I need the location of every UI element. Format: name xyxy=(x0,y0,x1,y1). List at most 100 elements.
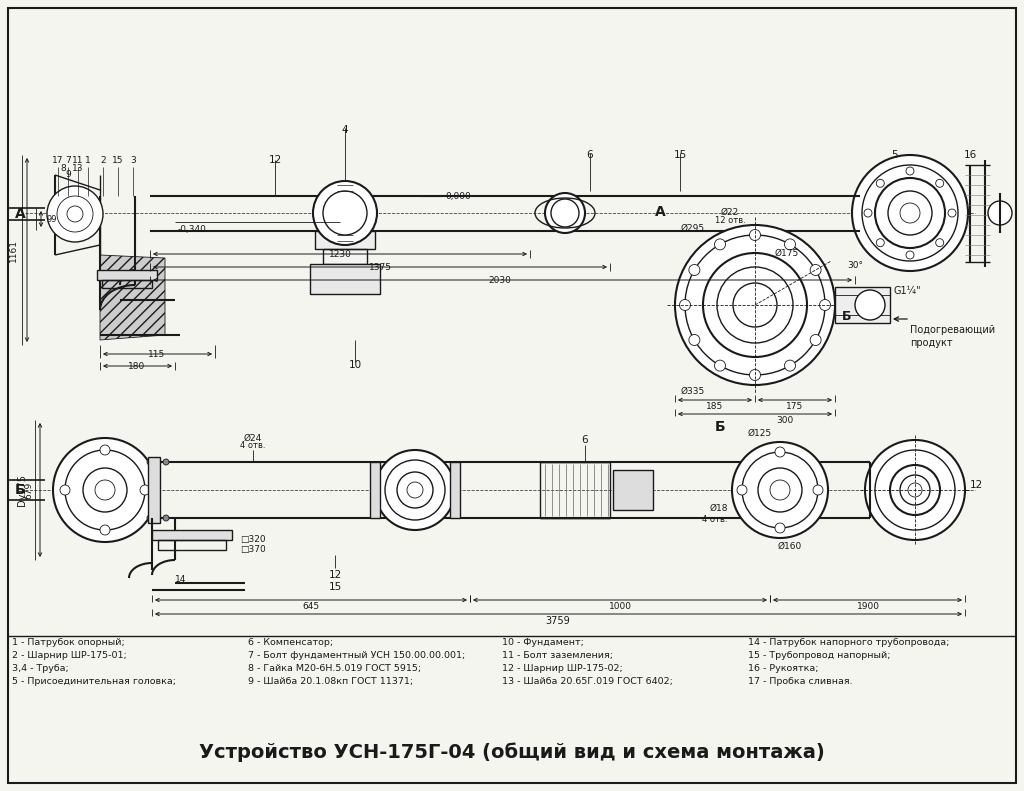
Text: 8: 8 xyxy=(60,164,66,173)
Circle shape xyxy=(819,300,830,311)
Circle shape xyxy=(675,225,835,385)
Text: G1¼": G1¼" xyxy=(893,286,921,296)
Bar xyxy=(148,457,160,523)
Text: 12: 12 xyxy=(329,570,342,580)
Text: 13: 13 xyxy=(73,164,84,173)
Text: 30°: 30° xyxy=(847,260,863,270)
Circle shape xyxy=(680,300,690,311)
Text: 4: 4 xyxy=(342,125,348,135)
Circle shape xyxy=(775,523,785,533)
Text: 2 - Шарнир ШР-175-01;: 2 - Шарнир ШР-175-01; xyxy=(12,651,127,660)
Text: Ø18: Ø18 xyxy=(710,504,728,513)
Text: 4 отв.: 4 отв. xyxy=(702,516,728,524)
Text: 6 - Компенсатор;: 6 - Компенсатор; xyxy=(248,638,333,647)
Text: 185: 185 xyxy=(707,402,724,411)
Text: 11: 11 xyxy=(73,156,84,165)
Text: 12: 12 xyxy=(268,155,282,165)
Text: Ø175: Ø175 xyxy=(775,248,800,258)
Text: 6: 6 xyxy=(582,435,589,445)
Circle shape xyxy=(689,264,699,275)
Text: Ø295: Ø295 xyxy=(681,224,706,233)
Text: 3: 3 xyxy=(130,156,136,165)
Text: 4 отв.: 4 отв. xyxy=(241,441,266,450)
Text: 1161: 1161 xyxy=(9,239,18,262)
Circle shape xyxy=(100,445,110,455)
Text: 115: 115 xyxy=(148,350,166,358)
Text: Б: Б xyxy=(715,420,725,434)
Text: 5 - Присоединительная головка;: 5 - Присоединительная головка; xyxy=(12,677,176,686)
Text: 15: 15 xyxy=(329,582,342,592)
Text: Б: Б xyxy=(842,310,852,323)
Text: 15: 15 xyxy=(113,156,124,165)
Circle shape xyxy=(737,485,746,495)
Bar xyxy=(540,462,610,518)
Bar xyxy=(370,462,380,518)
Circle shape xyxy=(865,440,965,540)
Circle shape xyxy=(53,438,157,542)
Bar xyxy=(158,540,226,550)
Text: 10 - Фундамент;: 10 - Фундамент; xyxy=(502,638,584,647)
Text: 300: 300 xyxy=(776,416,794,425)
Circle shape xyxy=(810,264,821,275)
Text: Подогревающий: Подогревающий xyxy=(910,325,995,335)
Text: 12 отв.: 12 отв. xyxy=(715,216,745,225)
Text: 8 - Гайка М20-6Н.5.019 ГОСТ 5915;: 8 - Гайка М20-6Н.5.019 ГОСТ 5915; xyxy=(248,664,421,673)
Bar xyxy=(315,231,375,249)
Bar xyxy=(97,270,157,280)
Text: Устройство УСН-175Г-04 (общий вид и схема монтажа): Устройство УСН-175Г-04 (общий вид и схем… xyxy=(199,743,825,762)
Text: 2: 2 xyxy=(100,156,105,165)
Text: 13 - Шайба 20.65Г.019 ГОСТ 6402;: 13 - Шайба 20.65Г.019 ГОСТ 6402; xyxy=(502,677,673,686)
Circle shape xyxy=(140,485,150,495)
Text: Dy175: Dy175 xyxy=(17,474,27,506)
Bar xyxy=(835,287,890,323)
Circle shape xyxy=(732,442,828,538)
Text: Ø22: Ø22 xyxy=(721,208,739,217)
Text: 6: 6 xyxy=(587,150,593,160)
Text: Ø125: Ø125 xyxy=(748,429,772,438)
Text: 14 - Патрубок напорного трубопровода;: 14 - Патрубок напорного трубопровода; xyxy=(748,638,949,647)
Circle shape xyxy=(60,485,70,495)
Text: 9: 9 xyxy=(66,170,71,179)
Circle shape xyxy=(750,369,761,380)
Text: 10: 10 xyxy=(348,360,361,370)
Text: 14: 14 xyxy=(175,575,186,584)
Text: А: А xyxy=(15,207,26,221)
Circle shape xyxy=(715,360,725,371)
Text: 17: 17 xyxy=(52,156,63,165)
Circle shape xyxy=(988,201,1012,225)
Text: □370: □370 xyxy=(240,545,266,554)
Circle shape xyxy=(715,239,725,250)
Text: 180: 180 xyxy=(128,361,145,370)
Bar xyxy=(310,264,380,294)
Text: 1375: 1375 xyxy=(369,263,391,271)
Text: 3,4 - Труба;: 3,4 - Труба; xyxy=(12,664,69,673)
Text: 1230: 1230 xyxy=(329,249,351,259)
Bar xyxy=(450,462,460,518)
Circle shape xyxy=(100,525,110,535)
Text: А: А xyxy=(655,205,666,219)
Text: 12: 12 xyxy=(970,480,983,490)
Circle shape xyxy=(813,485,823,495)
Text: 1 - Патрубок опорный;: 1 - Патрубок опорный; xyxy=(12,638,125,647)
Circle shape xyxy=(750,229,761,240)
Circle shape xyxy=(163,515,169,521)
Text: 1900: 1900 xyxy=(856,602,880,611)
Text: 2030: 2030 xyxy=(488,275,511,285)
Bar xyxy=(152,530,232,540)
Text: □320: □320 xyxy=(240,535,265,544)
Text: 7 - Болт фундаментный УСН 150.00.00.001;: 7 - Болт фундаментный УСН 150.00.00.001; xyxy=(248,651,465,660)
Text: 645: 645 xyxy=(302,602,319,611)
Circle shape xyxy=(855,290,885,320)
Bar xyxy=(323,249,367,264)
Bar xyxy=(613,470,653,510)
Text: Б: Б xyxy=(15,483,26,497)
Text: -0,340: -0,340 xyxy=(178,225,207,234)
Text: Ø335: Ø335 xyxy=(681,387,706,396)
Text: Ø160: Ø160 xyxy=(778,542,802,551)
Circle shape xyxy=(775,447,785,457)
Polygon shape xyxy=(100,255,165,340)
Circle shape xyxy=(375,450,455,530)
Text: Ø24: Ø24 xyxy=(244,434,262,443)
Text: 5: 5 xyxy=(892,150,898,160)
Text: 15: 15 xyxy=(674,150,687,160)
